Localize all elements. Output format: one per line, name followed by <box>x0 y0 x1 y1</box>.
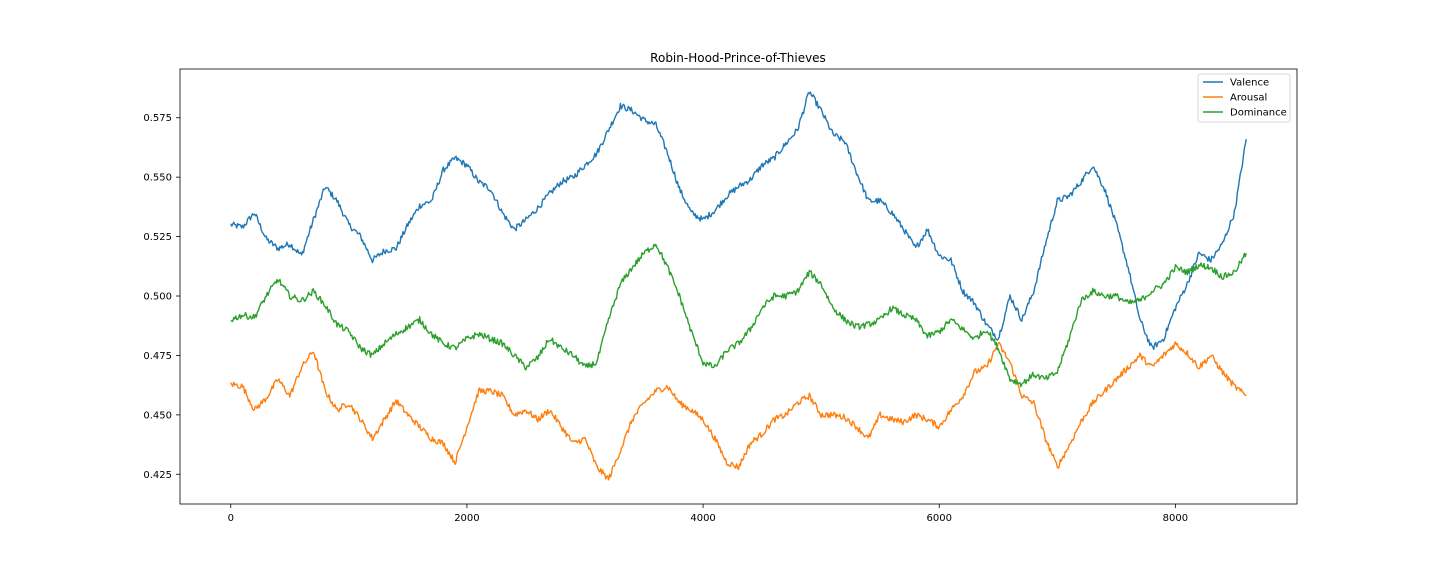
legend: Valence Arousal Dominance <box>1197 73 1291 123</box>
y-tick-label: 0.475 <box>143 351 172 362</box>
y-tick-label: 0.575 <box>143 113 172 124</box>
series-line-dominance <box>230 243 1247 388</box>
y-axis: 0.425 0.450 0.475 0.500 0.525 0.550 0.575 <box>143 113 180 481</box>
x-tick-label: 2000 <box>454 513 479 524</box>
legend-label-dominance: Dominance <box>1230 108 1287 119</box>
series-line-arousal <box>230 341 1247 481</box>
axes-frame <box>179 68 1298 505</box>
legend-label-valence: Valence <box>1230 78 1269 89</box>
series-line-valence <box>230 91 1247 351</box>
y-tick-label: 0.550 <box>143 173 172 184</box>
y-tick-label: 0.500 <box>143 292 172 303</box>
y-tick-label: 0.525 <box>143 232 172 243</box>
plot-area <box>230 91 1247 481</box>
y-tick-label: 0.425 <box>143 470 172 481</box>
legend-label-arousal: Arousal <box>1230 93 1267 104</box>
x-tick-label: 0 <box>228 513 234 524</box>
y-tick-label: 0.450 <box>143 410 172 421</box>
x-tick-label: 6000 <box>927 513 952 524</box>
x-tick-label: 8000 <box>1163 513 1188 524</box>
chart-title: Robin-Hood-Prince-of-Thieves <box>650 51 826 65</box>
legend-box <box>1197 73 1291 123</box>
x-tick-label: 4000 <box>690 513 715 524</box>
x-axis: 0 2000 4000 6000 8000 <box>228 504 1188 524</box>
